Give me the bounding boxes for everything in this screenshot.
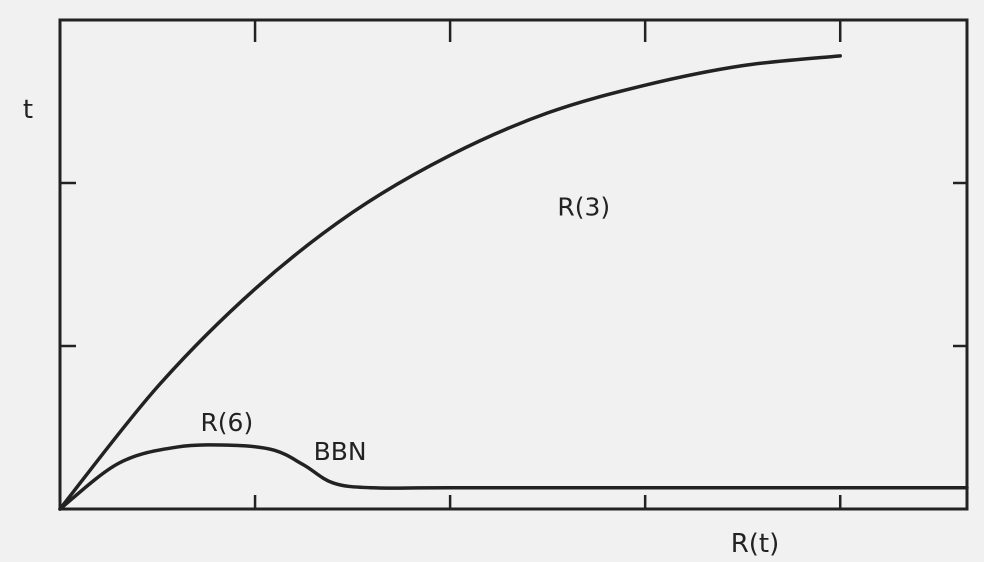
curve-annotation-2: R(6)	[200, 408, 253, 437]
series-group	[58, 54, 969, 511]
annotations-group: R(3) R(6) BBN	[200, 193, 610, 467]
series-line-1	[58, 54, 842, 511]
y-axis-label: t	[23, 95, 33, 125]
curve-annotation-1: R(3)	[557, 193, 610, 222]
x-axis-label: R(t)	[731, 529, 780, 559]
axis-ticks	[60, 20, 967, 509]
curve-annotation-3: BBN	[314, 437, 367, 466]
plot-border	[58, 18, 969, 511]
plot-frame	[58, 18, 969, 511]
series-line-2	[58, 443, 969, 511]
